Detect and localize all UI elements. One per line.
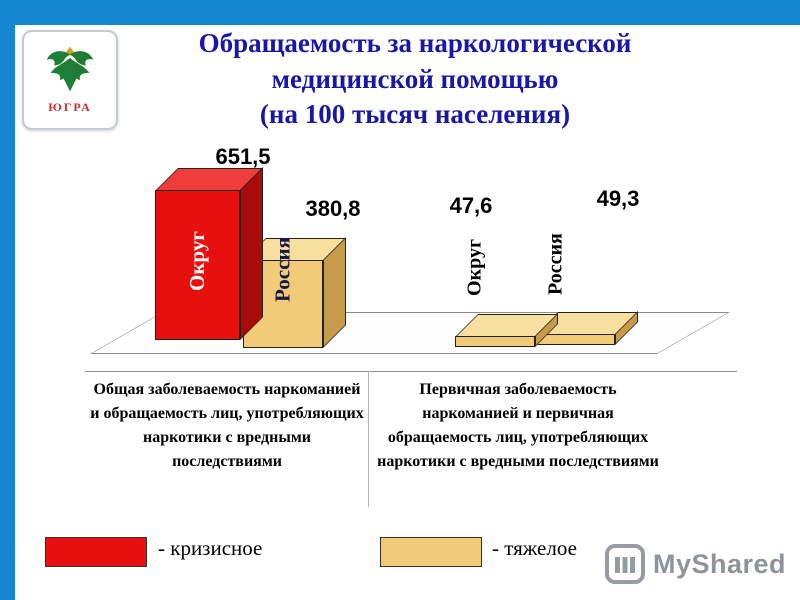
caption-overall-incidence: Общая заболеваемость наркоманией и обращ… [90,381,364,470]
bar-label-okrug-primary: Округ [463,238,486,296]
myshared-brand-text: MyShared [652,548,786,579]
bar-okrug-overall: Округ [155,190,240,340]
chart-caption-divider [85,371,737,372]
slide-title: Обращаемость за наркологической медицинс… [125,26,705,133]
legend-label-crisis: - кризисное [158,536,263,560]
bar-russia-primary [535,334,615,345]
title-line: Обращаемость за наркологической [198,28,632,58]
myshared-logo-link[interactable]: MyShared [604,544,786,584]
value-russia-primary: 49,3 [596,186,640,211]
value-okrug-primary: 47,6 [449,193,493,218]
legend-swatch-crisis [45,537,147,567]
title-line: медицинской помощью [271,63,559,94]
caption-column-divider [368,371,369,507]
caption-primary-incidence: Первичная заболеваемость наркоманией и п… [377,381,659,470]
value-okrug-overall: 651,5 [215,144,271,169]
frame-top-bar [0,0,800,25]
myshared-window-icon [604,544,645,584]
bar-chart: Россия Округ Округ Россия 651,5 380,8 47… [78,144,748,380]
emblem-caption: ЮГРА [48,100,92,114]
title-line: (на 100 тысяч населения) [259,99,571,130]
legend-swatch-severe [380,537,482,567]
legend-label-severe: - тяжелое [492,536,577,560]
value-russia-overall: 380,8 [305,196,361,221]
yugra-crest-icon [46,46,94,92]
bar-label-russia-primary: Россия [544,233,567,295]
bar-label-okrug: Округ [185,231,209,292]
bar-okrug-primary [455,336,535,347]
yugra-emblem: ЮГРА [22,30,118,130]
frame-left-bar [0,0,15,600]
